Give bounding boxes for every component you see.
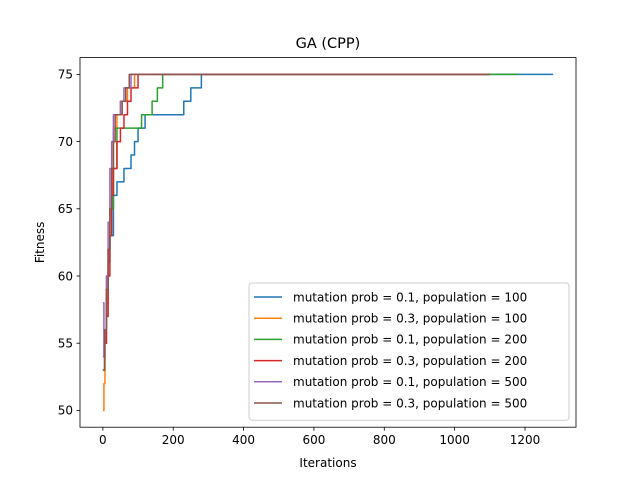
x-tick-label: 400 [232, 433, 255, 447]
x-tick-label: 1200 [510, 433, 541, 447]
legend-label: mutation prob = 0.3, population = 100 [293, 312, 527, 326]
x-tick-label: 1000 [439, 433, 470, 447]
y-axis: 50 55 60 65 70 75 [58, 68, 80, 418]
legend-label: mutation prob = 0.1, population = 100 [293, 290, 527, 304]
legend-box [248, 282, 570, 421]
series-line-6 [102, 73, 490, 371]
x-tick-label: 0 [99, 433, 107, 447]
legend: mutation prob = 0.1, population = 100 mut… [248, 282, 570, 421]
y-tick-label: 50 [58, 404, 73, 418]
x-axis-label: Iterations [299, 456, 356, 470]
legend-label: mutation prob = 0.1, population = 200 [293, 333, 527, 347]
y-tick-label: 60 [58, 269, 73, 283]
y-tick-label: 75 [58, 68, 73, 82]
y-tick-label: 65 [58, 202, 73, 216]
y-tick-label: 70 [58, 135, 73, 149]
x-tick-label: 600 [302, 433, 325, 447]
x-tick-label: 200 [162, 433, 185, 447]
series-layer [102, 73, 554, 412]
axes-frame [79, 57, 577, 428]
x-axis: 0 200 400 600 800 1000 1200 [99, 427, 540, 447]
legend-label: mutation prob = 0.3, population = 500 [293, 396, 527, 410]
y-axis-label: Fitness [33, 222, 47, 264]
legend-label: mutation prob = 0.1, population = 500 [293, 375, 527, 389]
x-tick-label: 800 [373, 433, 396, 447]
chart-title: GA (CPP) [296, 36, 361, 52]
y-tick-label: 55 [58, 337, 73, 351]
legend-label: mutation prob = 0.3, population = 200 [293, 354, 527, 368]
